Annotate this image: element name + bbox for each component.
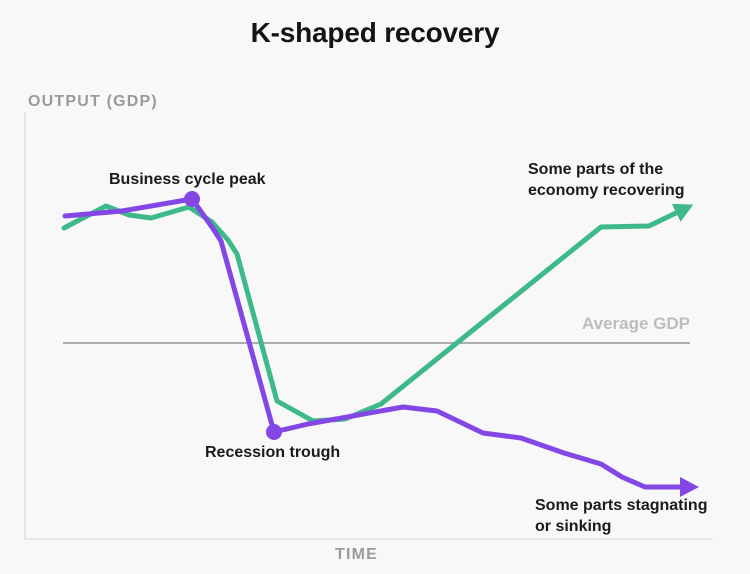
- x-axis-label: TIME: [334, 546, 379, 563]
- annotation-economy-recovering: Some parts of the economy recovering: [528, 161, 685, 199]
- average-gdp-label: Average GDP: [581, 314, 690, 333]
- annotation-recession-trough: Recession trough: [205, 444, 341, 461]
- annotation-stagnating-or-sinking: Some parts stagnating or sinking: [535, 497, 708, 535]
- recession-trough-dot: [266, 424, 282, 440]
- y-axis-label: OUTPUT (GDP): [28, 93, 158, 110]
- business-cycle-peak-dot: [184, 191, 200, 207]
- series-line-recovering: [61, 203, 694, 424]
- axes-lines: [24, 112, 713, 540]
- annotation-business-cycle-peak: Business cycle peak: [109, 171, 266, 188]
- chart-title: K-shaped recovery: [250, 17, 500, 48]
- series-line-stagnating: [62, 196, 699, 497]
